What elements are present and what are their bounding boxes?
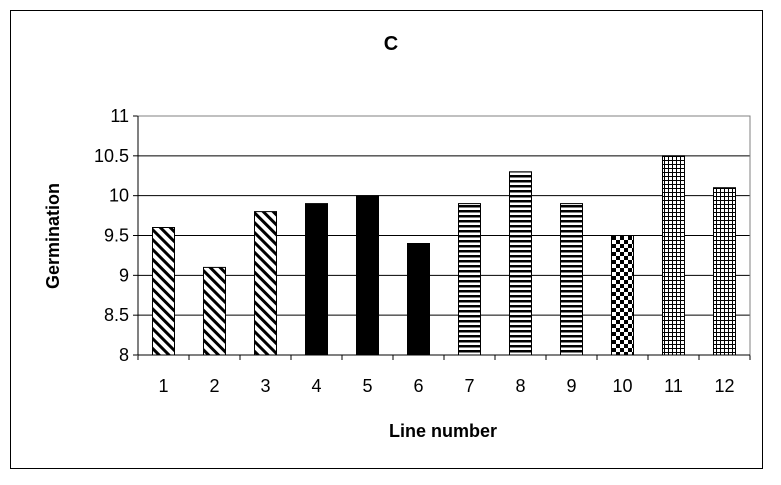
x-tick-label: 3 (260, 376, 270, 396)
bar-2 (203, 266, 226, 356)
x-tick-label: 12 (714, 376, 734, 396)
chart-title: C (384, 33, 398, 55)
x-tick-label: 9 (566, 376, 576, 396)
x-tick-label: 11 (664, 376, 683, 396)
x-tick-label: 4 (311, 376, 321, 396)
x-tick-label: 5 (362, 376, 372, 396)
bar-11 (662, 155, 685, 356)
y-tick-label: 9.5 (104, 226, 129, 246)
y-tick-label: 10.5 (94, 146, 129, 166)
bar-4 (305, 203, 328, 356)
bar-5 (356, 195, 379, 356)
x-tick-label: 6 (413, 376, 423, 396)
y-tick-label: 9 (119, 265, 129, 285)
y-tick-label: 10 (109, 186, 129, 206)
x-tick-label: 2 (209, 376, 219, 396)
chart-frame (10, 10, 763, 469)
bar-8 (509, 171, 532, 356)
bar-1 (152, 227, 175, 356)
x-axis-label: Line number (389, 421, 497, 441)
y-tick-label: 8.5 (104, 305, 129, 325)
x-tick-label: 8 (515, 376, 525, 396)
y-tick-label: 8 (119, 345, 129, 365)
y-axis-label: Germination (43, 183, 63, 289)
x-tick-label: 1 (158, 376, 168, 396)
bar-10 (611, 235, 634, 356)
y-tick-label: 11 (110, 106, 129, 126)
bar-7 (458, 203, 481, 356)
bar-12 (713, 187, 736, 356)
bar-6 (407, 243, 430, 356)
x-tick-label: 10 (612, 376, 632, 396)
bar-9 (560, 203, 583, 356)
bar-3 (254, 211, 277, 356)
x-tick-label: 7 (464, 376, 474, 396)
